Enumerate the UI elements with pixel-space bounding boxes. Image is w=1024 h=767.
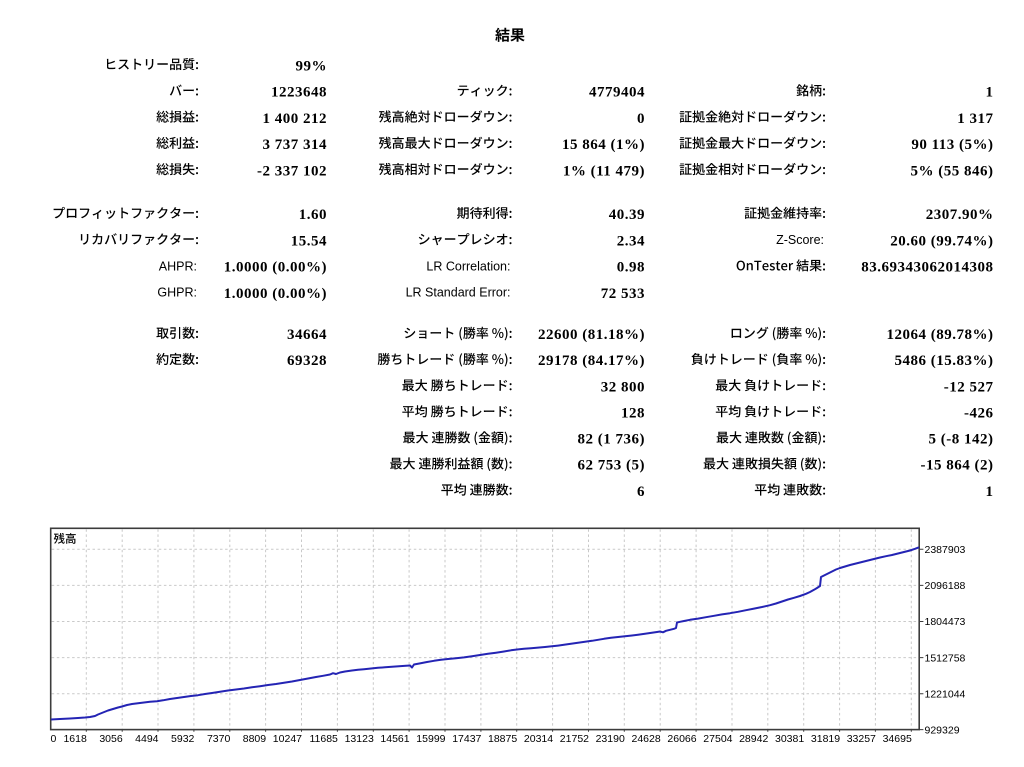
svg-text:2387903: 2387903 [925, 544, 966, 556]
svg-text:22600 (81.18%): 22600 (81.18%) [538, 327, 645, 343]
svg-text:1512758: 1512758 [925, 652, 966, 664]
svg-text:69328: 69328 [287, 353, 327, 369]
svg-text:LR Standard Error:: LR Standard Error: [406, 286, 511, 300]
svg-text:0: 0 [50, 733, 56, 745]
svg-text:99%: 99% [296, 58, 328, 74]
svg-text:15 864 (1%): 15 864 (1%) [562, 137, 645, 153]
svg-text:90 113 (5%): 90 113 (5%) [911, 137, 993, 153]
svg-text:18875: 18875 [488, 733, 517, 745]
svg-text:83.69343062014308: 83.69343062014308 [861, 260, 993, 276]
svg-text:13123: 13123 [345, 733, 374, 745]
svg-text:33257: 33257 [847, 733, 876, 745]
svg-text:15999: 15999 [416, 733, 445, 745]
svg-text:1221044: 1221044 [925, 688, 966, 700]
svg-text:4494: 4494 [135, 733, 159, 745]
svg-text:-426: -426 [964, 406, 994, 422]
svg-text:15.54: 15.54 [291, 233, 327, 249]
svg-text:28942: 28942 [739, 733, 768, 745]
svg-text:31819: 31819 [811, 733, 840, 745]
svg-text:7370: 7370 [207, 733, 231, 745]
svg-text:72 533: 72 533 [601, 286, 645, 302]
svg-text:GHPR:: GHPR: [157, 286, 197, 300]
svg-text:1223648: 1223648 [271, 85, 327, 101]
svg-text:34664: 34664 [287, 327, 327, 343]
svg-text:20314: 20314 [524, 733, 553, 745]
svg-text:2307.90%: 2307.90% [926, 207, 994, 223]
svg-text:30381: 30381 [775, 733, 804, 745]
svg-text:11685: 11685 [309, 733, 338, 745]
svg-text:5% (55 846): 5% (55 846) [911, 163, 994, 179]
svg-text:34695: 34695 [883, 733, 912, 745]
svg-text:-2 337 102: -2 337 102 [257, 163, 327, 179]
svg-text:29178 (84.17%): 29178 (84.17%) [538, 353, 645, 369]
svg-text:1: 1 [986, 85, 994, 101]
svg-text:1 317: 1 317 [957, 111, 993, 127]
svg-text:1804473: 1804473 [925, 616, 966, 628]
svg-text:27504: 27504 [703, 733, 732, 745]
svg-text:1.60: 1.60 [299, 207, 327, 223]
svg-text:1.0000 (0.00%): 1.0000 (0.00%) [224, 260, 327, 276]
svg-text:3 737 314: 3 737 314 [263, 137, 328, 153]
svg-text:1.0000 (0.00%): 1.0000 (0.00%) [224, 286, 327, 302]
svg-text:0.98: 0.98 [617, 260, 645, 276]
svg-text:62 753 (5): 62 753 (5) [578, 458, 646, 474]
svg-text:40.39: 40.39 [609, 207, 645, 223]
svg-text:AHPR:: AHPR: [159, 259, 197, 273]
svg-text:5932: 5932 [171, 733, 195, 745]
svg-text:-12 527: -12 527 [944, 379, 994, 395]
svg-text:82 (1 736): 82 (1 736) [578, 432, 646, 448]
svg-text:17437: 17437 [452, 733, 481, 745]
svg-text:10247: 10247 [273, 733, 302, 745]
svg-text:3056: 3056 [99, 733, 123, 745]
svg-text:32 800: 32 800 [601, 379, 645, 395]
svg-text:1: 1 [986, 484, 994, 500]
svg-text:0: 0 [637, 111, 645, 127]
svg-text:Z-Score:: Z-Score: [776, 233, 824, 247]
svg-text:14561: 14561 [380, 733, 409, 745]
svg-text:5486 (15.83%): 5486 (15.83%) [895, 353, 994, 369]
svg-text:2096188: 2096188 [925, 580, 966, 592]
svg-text:-15 864 (2): -15 864 (2) [921, 458, 994, 474]
svg-text:8809: 8809 [243, 733, 267, 745]
svg-text:6: 6 [637, 484, 645, 500]
svg-text:21752: 21752 [560, 733, 589, 745]
svg-text:12064 (89.78%): 12064 (89.78%) [887, 327, 994, 343]
svg-text:4779404: 4779404 [589, 85, 645, 101]
svg-text:20.60 (99.74%): 20.60 (99.74%) [890, 233, 993, 249]
svg-text:1 400 212: 1 400 212 [263, 111, 328, 127]
svg-text:1% (11 479): 1% (11 479) [563, 163, 645, 179]
svg-text:24628: 24628 [631, 733, 660, 745]
svg-text:26066: 26066 [667, 733, 696, 745]
svg-text:23190: 23190 [596, 733, 625, 745]
svg-text:LR Correlation:: LR Correlation: [426, 259, 510, 273]
svg-text:2.34: 2.34 [617, 233, 645, 249]
svg-text:1618: 1618 [63, 733, 87, 745]
svg-text:5 (-8 142): 5 (-8 142) [929, 432, 994, 448]
svg-text:929329: 929329 [925, 724, 960, 736]
svg-text:128: 128 [621, 406, 645, 422]
